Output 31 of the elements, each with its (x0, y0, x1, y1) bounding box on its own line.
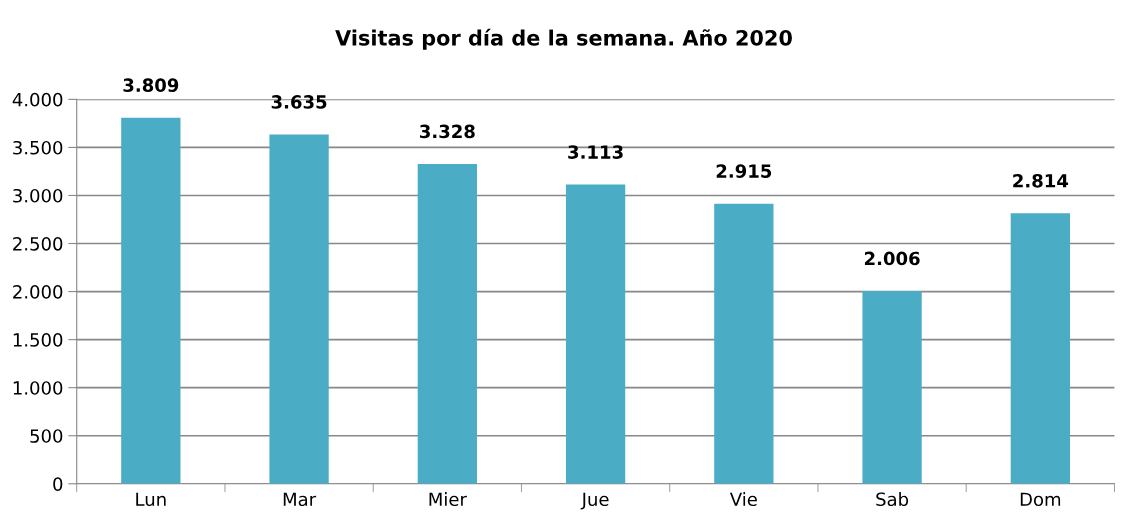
bar (269, 134, 329, 484)
y-tick-label: 1.000 (13, 381, 63, 395)
x-tick-label: Vie (729, 492, 757, 507)
x-tick-label: Mier (429, 492, 467, 507)
data-label: 3.328 (419, 124, 475, 139)
y-tick-label: 3.500 (13, 140, 63, 155)
x-tick-label: Jue (580, 492, 609, 510)
bar (121, 117, 181, 484)
chart-title: Visitas por día de la semana. Año 2020 (335, 28, 792, 50)
data-label: 2.915 (716, 164, 772, 178)
data-label: 2.814 (1013, 173, 1069, 188)
data-label: 3.113 (568, 145, 623, 159)
data-label: 2.006 (864, 251, 920, 266)
y-tick-label: 3.000 (13, 188, 63, 203)
bar (714, 203, 774, 484)
y-tick-label: 1.500 (13, 333, 63, 347)
bar (417, 163, 477, 484)
y-tick-label: 2.500 (13, 236, 63, 251)
x-tick-label: Sab (876, 492, 909, 507)
bar (1010, 213, 1070, 484)
y-tick-label: 4.000 (12, 92, 63, 107)
bar (565, 184, 626, 484)
y-tick-label: 500 (30, 429, 63, 443)
x-tick-label: Mar (283, 492, 317, 507)
data-label: 3.635 (271, 95, 327, 109)
x-tick-label: Dom (1020, 492, 1061, 507)
data-label: 3.809 (123, 78, 179, 92)
y-tick-label: 2.000 (13, 285, 63, 299)
y-tick-label: 0 (53, 477, 63, 491)
x-tick-label: Lun (136, 492, 166, 507)
bar (862, 291, 922, 484)
